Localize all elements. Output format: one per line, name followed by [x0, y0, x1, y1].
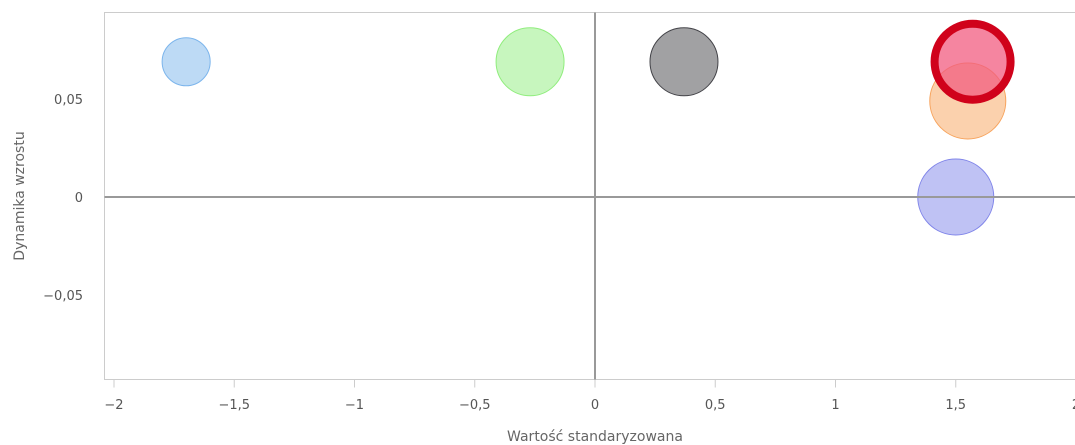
x-axis: −2 −1,5 −1 −0,5 0 0,5 1 1,5 2: [104, 379, 1075, 413]
y-axis: −0,05 0 0,05: [43, 93, 83, 304]
y-axis-title: Dynamika wzrostu: [12, 131, 28, 260]
y-tick-label: 0,05: [54, 93, 83, 108]
x-tick-label: 0,5: [705, 398, 726, 413]
bubble[interactable]: [649, 27, 719, 97]
x-axis-title: Wartość standaryzowana: [507, 429, 683, 445]
x-tick-label: 2: [1072, 398, 1075, 413]
x-tick-label: 1,5: [945, 398, 966, 413]
y-tick-label: −0,05: [43, 289, 83, 304]
x-tick-label: −0,5: [459, 398, 491, 413]
y-tick-label: 0: [75, 191, 83, 206]
bubble[interactable]: [161, 37, 211, 87]
x-tick-label: −1: [345, 398, 364, 413]
x-tick-label: 1: [831, 398, 839, 413]
reference-lines: [104, 12, 1075, 380]
x-tick-label: −2: [104, 398, 123, 413]
bubble[interactable]: [495, 27, 565, 97]
x-tick-label: 0: [591, 398, 599, 413]
bubble-highlighted[interactable]: [930, 19, 1015, 104]
x-tick-label: −1,5: [218, 398, 250, 413]
bubbles-layer: [161, 19, 1015, 236]
